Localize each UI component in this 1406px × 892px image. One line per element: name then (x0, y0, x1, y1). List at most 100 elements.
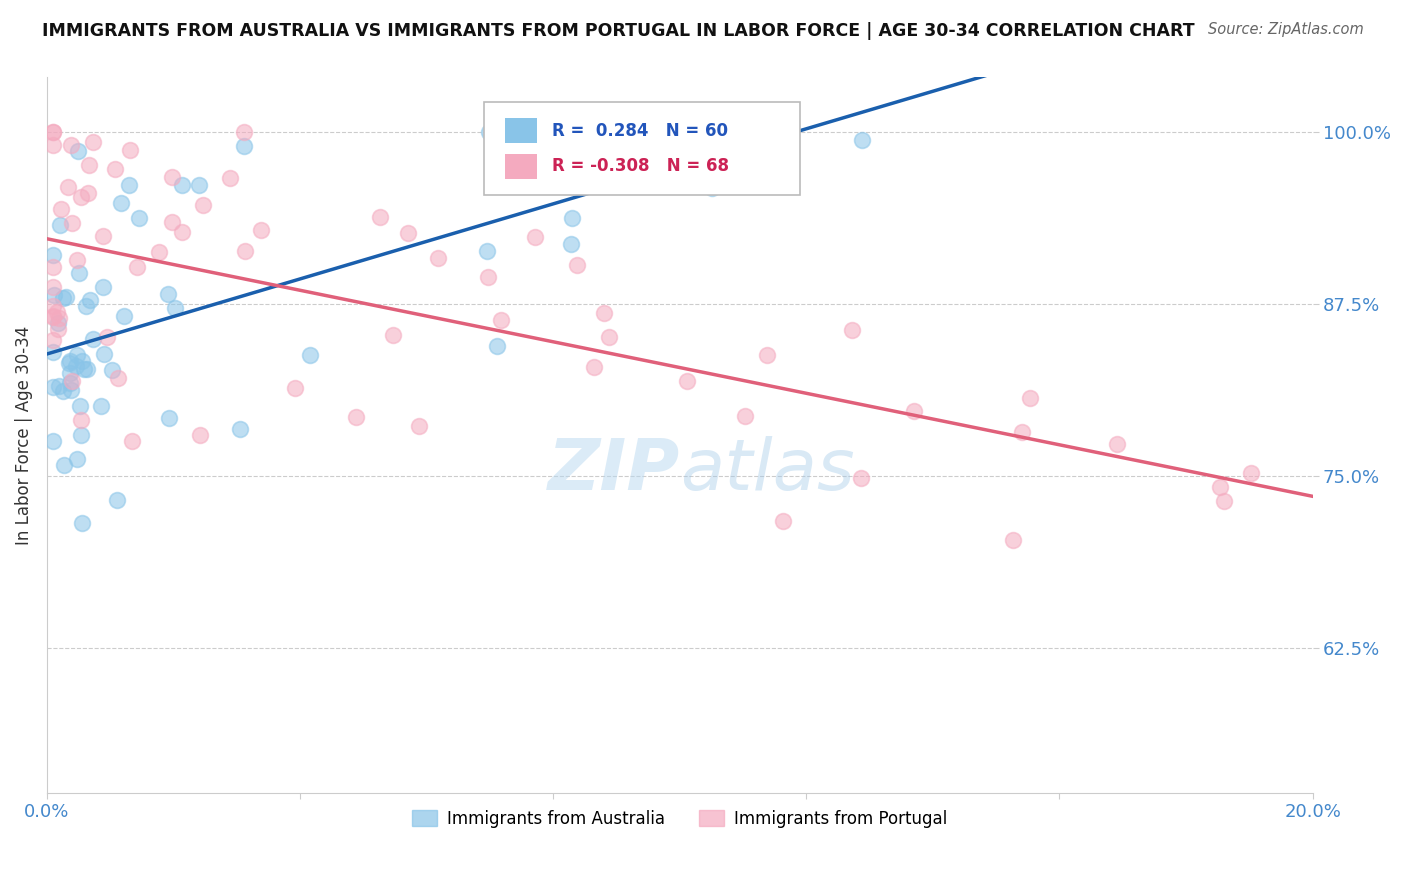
Y-axis label: In Labor Force | Age 30-34: In Labor Force | Age 30-34 (15, 326, 32, 545)
Point (42, 380, 65, 394)
Point (60, 216, 83, 230)
Point (849, 470, 872, 484)
Point (477, 125, 499, 139)
Point (70, 190, 93, 204)
Point (70, 353, 93, 368)
Point (344, 409, 367, 424)
Point (53, 458, 76, 472)
Text: R =  0.284   N = 60: R = 0.284 N = 60 (553, 121, 728, 140)
Point (118, 178, 141, 192)
Point (82, 135, 104, 149)
Point (77, 158, 100, 172)
Point (42, 125, 65, 139)
Point (755, 348, 778, 362)
Point (725, 125, 748, 139)
Point (110, 195, 132, 210)
Point (70, 428, 93, 442)
Point (408, 419, 430, 434)
Point (560, 236, 582, 251)
Point (1213, 493, 1236, 508)
Point (101, 363, 124, 377)
Point (772, 515, 794, 529)
Point (45, 304, 67, 318)
Point (91, 279, 114, 293)
Point (42, 299, 65, 313)
Point (42, 248, 65, 262)
Point (477, 270, 499, 285)
Point (56, 180, 79, 194)
Point (160, 170, 183, 185)
Point (232, 125, 254, 139)
Point (52, 291, 75, 305)
Point (486, 339, 509, 353)
Point (59, 367, 82, 381)
Point (163, 301, 186, 315)
Point (128, 211, 150, 225)
Point (676, 374, 699, 388)
Point (1019, 391, 1042, 405)
Point (157, 410, 180, 425)
Point (66, 452, 89, 467)
Point (59, 138, 82, 153)
Point (42, 260, 65, 275)
Point (187, 178, 209, 193)
Point (93, 228, 115, 243)
Point (250, 223, 273, 237)
Point (1105, 437, 1128, 451)
Point (55, 291, 77, 305)
Point (42, 333, 65, 347)
Point (398, 227, 420, 241)
Point (1240, 466, 1263, 480)
Point (42, 288, 65, 302)
Point (841, 323, 863, 337)
Point (299, 348, 322, 362)
Point (59, 354, 82, 368)
Point (77, 186, 100, 201)
Point (79, 293, 101, 308)
Point (48, 310, 70, 325)
Point (60, 383, 83, 397)
Point (1209, 480, 1232, 494)
Point (59, 376, 82, 390)
Point (690, 125, 713, 139)
Point (42, 310, 65, 325)
Point (49, 202, 72, 216)
Point (172, 178, 194, 193)
Point (1011, 425, 1033, 439)
Point (523, 230, 546, 244)
Point (193, 198, 215, 212)
Point (381, 328, 404, 343)
Point (702, 180, 724, 194)
Text: ZIP: ZIP (547, 436, 679, 505)
Point (219, 171, 242, 186)
Point (583, 359, 606, 374)
Text: R = -0.308   N = 68: R = -0.308 N = 68 (553, 158, 728, 176)
Point (489, 313, 512, 327)
Point (104, 161, 127, 176)
Text: atlas: atlas (679, 436, 855, 505)
FancyBboxPatch shape (505, 119, 537, 144)
Point (96, 329, 118, 343)
Point (93, 347, 115, 361)
Point (561, 211, 583, 226)
Point (66, 253, 89, 268)
Point (42, 434, 65, 448)
Point (52, 384, 75, 399)
Point (233, 244, 256, 258)
Point (58, 356, 80, 370)
Point (73, 361, 96, 376)
Point (70, 413, 93, 427)
Point (734, 409, 756, 423)
Point (112, 309, 135, 323)
Point (82, 332, 104, 346)
Point (42, 125, 65, 139)
Point (118, 143, 141, 157)
Point (70, 516, 93, 530)
FancyBboxPatch shape (484, 103, 800, 195)
Point (42, 137, 65, 152)
Point (148, 245, 170, 260)
Point (42, 280, 65, 294)
Point (475, 244, 498, 258)
Point (76, 362, 98, 376)
Point (598, 330, 620, 344)
